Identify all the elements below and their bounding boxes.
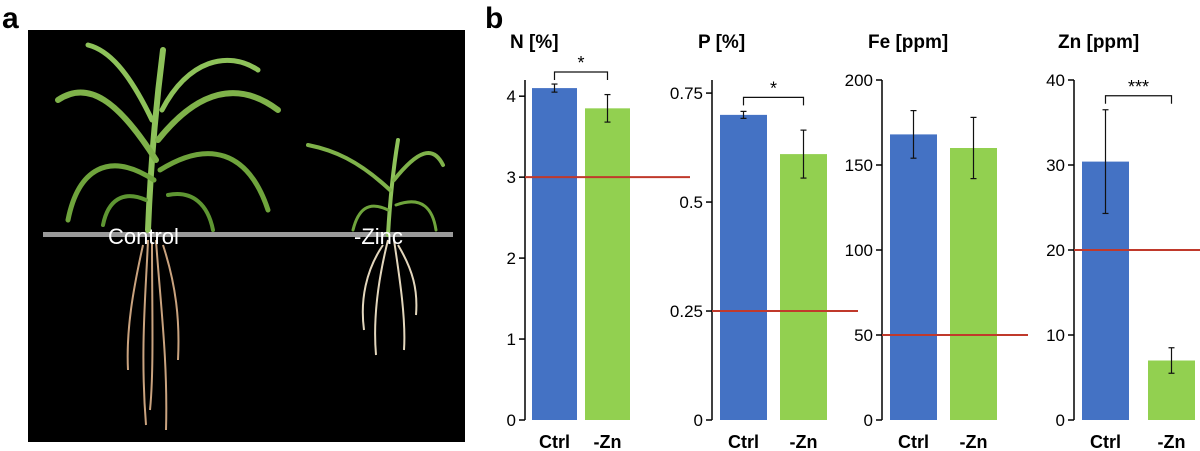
panel-b-letter: b (485, 2, 504, 35)
nutrient-charts: N [%] 0 1 2 3 4 Ctrl -Zn * P [%] 0 0.25 0.5 0.75 Ctrl -… (507, 32, 1200, 451)
chart-4-ytick-label: 10 (1046, 326, 1065, 345)
chart-4-significance-bracket (1104, 95, 1173, 104)
chart-4-ytick-label: 20 (1046, 241, 1065, 260)
chart-1-ytick-label: 1 (507, 330, 516, 349)
chart-3-ytick-label: 150 (845, 156, 873, 175)
chart-4-significance-label: *** (1128, 77, 1149, 97)
chart-2-significance-label: * (770, 78, 777, 98)
chart-1-category-label: -Zn (594, 432, 622, 451)
chart-3-ytick-label: 200 (845, 71, 873, 90)
chart-4-category-label: Ctrl (1090, 432, 1121, 451)
chart-4-ytick-label: 30 (1046, 156, 1065, 175)
plant-photo-illustration (43, 42, 453, 431)
chart-2-ytick-label: 0 (694, 411, 703, 430)
chart-4-ytick-label: 40 (1046, 71, 1065, 90)
chart-2-bar-minus-zn (780, 154, 827, 420)
chart-1-ytick-label: 2 (507, 249, 516, 268)
ground-bar (43, 232, 453, 237)
chart-3-bar-minus-zn (950, 148, 997, 420)
chart-1-category-label: Ctrl (539, 432, 570, 451)
chart-1-significance-bracket (553, 71, 609, 80)
chart-3-ytick-label: 0 (864, 411, 873, 430)
control-plant-shoot (55, 42, 281, 233)
chart-1-ytick-label: 4 (507, 87, 516, 106)
chart-2-ytick-label: 0.25 (670, 302, 703, 321)
control-roots (126, 239, 180, 431)
chart-2-category-label: -Zn (790, 432, 818, 451)
chart-1-bar-ctrl (532, 88, 577, 420)
plant-photo: Control -Zinc (28, 30, 465, 442)
chart-1-ytick-label: 0 (507, 411, 516, 430)
chart-2-title: P [%] (698, 32, 745, 53)
chart-1-title: N [%] (510, 32, 559, 53)
chart-3-ytick-label: 50 (854, 326, 873, 345)
chart-1-significance-label: * (577, 53, 584, 73)
chart-3-category-label: -Zn (960, 432, 988, 451)
chart-1-ytick-label: 3 (507, 168, 516, 187)
label-zinc: -Zinc (354, 224, 403, 249)
chart-2-category-label: Ctrl (728, 432, 759, 451)
chart-2-significance-bracket (742, 96, 805, 106)
chart-1-bar-minus-zn (585, 108, 630, 420)
chart-4-ytick-label: 0 (1056, 411, 1065, 430)
panel-a-letter: a (2, 2, 19, 35)
zinc-plant-shoot (306, 138, 445, 237)
chart-3-ytick-label: 100 (845, 241, 873, 260)
chart-3-bar-ctrl (890, 134, 937, 420)
chart-2-ytick-label: 0.75 (670, 84, 703, 103)
chart-3-category-label: Ctrl (898, 432, 929, 451)
chart-2-bar-ctrl (720, 114, 767, 420)
chart-4-title: Zn [ppm] (1058, 32, 1139, 53)
zinc-roots (361, 239, 418, 356)
chart-3-title: Fe [ppm] (868, 32, 948, 53)
chart-2-ytick-label: 0.5 (679, 193, 703, 212)
label-control: Control (108, 224, 179, 249)
chart-4-category-label: -Zn (1158, 432, 1186, 451)
